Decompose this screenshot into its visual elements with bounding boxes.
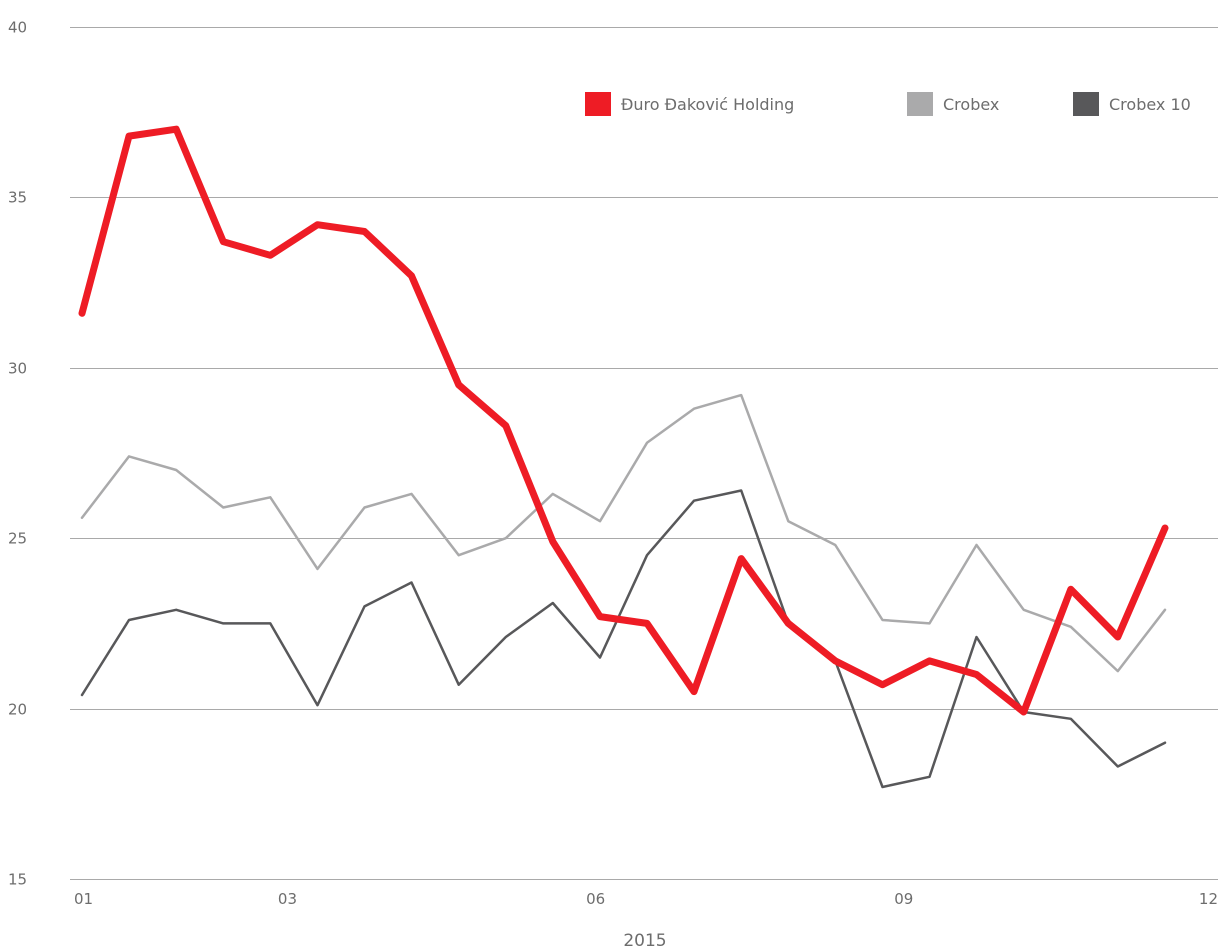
y-tick-label: 35 — [8, 189, 27, 207]
x-tick-label: 01 — [74, 890, 93, 908]
y-tick-label: 25 — [8, 530, 27, 548]
x-axis-title: 2015 — [623, 931, 666, 951]
y-tick-label: 15 — [8, 871, 27, 889]
series-line-crobex — [80, 393, 1167, 673]
y-tick-label: 40 — [8, 19, 27, 37]
legend: Đuro Đaković Holding Crobex Crobex 10 — [585, 92, 1191, 116]
series-line-uro-akovi-holding — [78, 125, 1169, 716]
x-axis-tick-labels: 01 03 06 09 12 — [74, 890, 1218, 908]
legend-label: Đuro Đaković Holding — [621, 95, 794, 114]
x-tick-label: 12 — [1199, 890, 1218, 908]
y-tick-label: 20 — [8, 701, 27, 719]
legend-swatch — [585, 92, 611, 116]
x-tick-label: 09 — [894, 890, 913, 908]
x-tick-label: 03 — [278, 890, 297, 908]
legend-label: Crobex 10 — [1109, 95, 1191, 114]
y-gridlines — [70, 27, 1218, 880]
x-tick-label: 06 — [586, 890, 605, 908]
series-lines — [78, 125, 1169, 789]
series-line-crobex-10 — [80, 489, 1167, 789]
y-tick-label: 30 — [8, 360, 27, 378]
legend-swatch — [907, 92, 933, 116]
y-axis-tick-labels: 15 20 25 30 35 40 — [8, 19, 27, 889]
legend-label: Crobex — [943, 95, 999, 114]
legend-swatch — [1073, 92, 1099, 116]
